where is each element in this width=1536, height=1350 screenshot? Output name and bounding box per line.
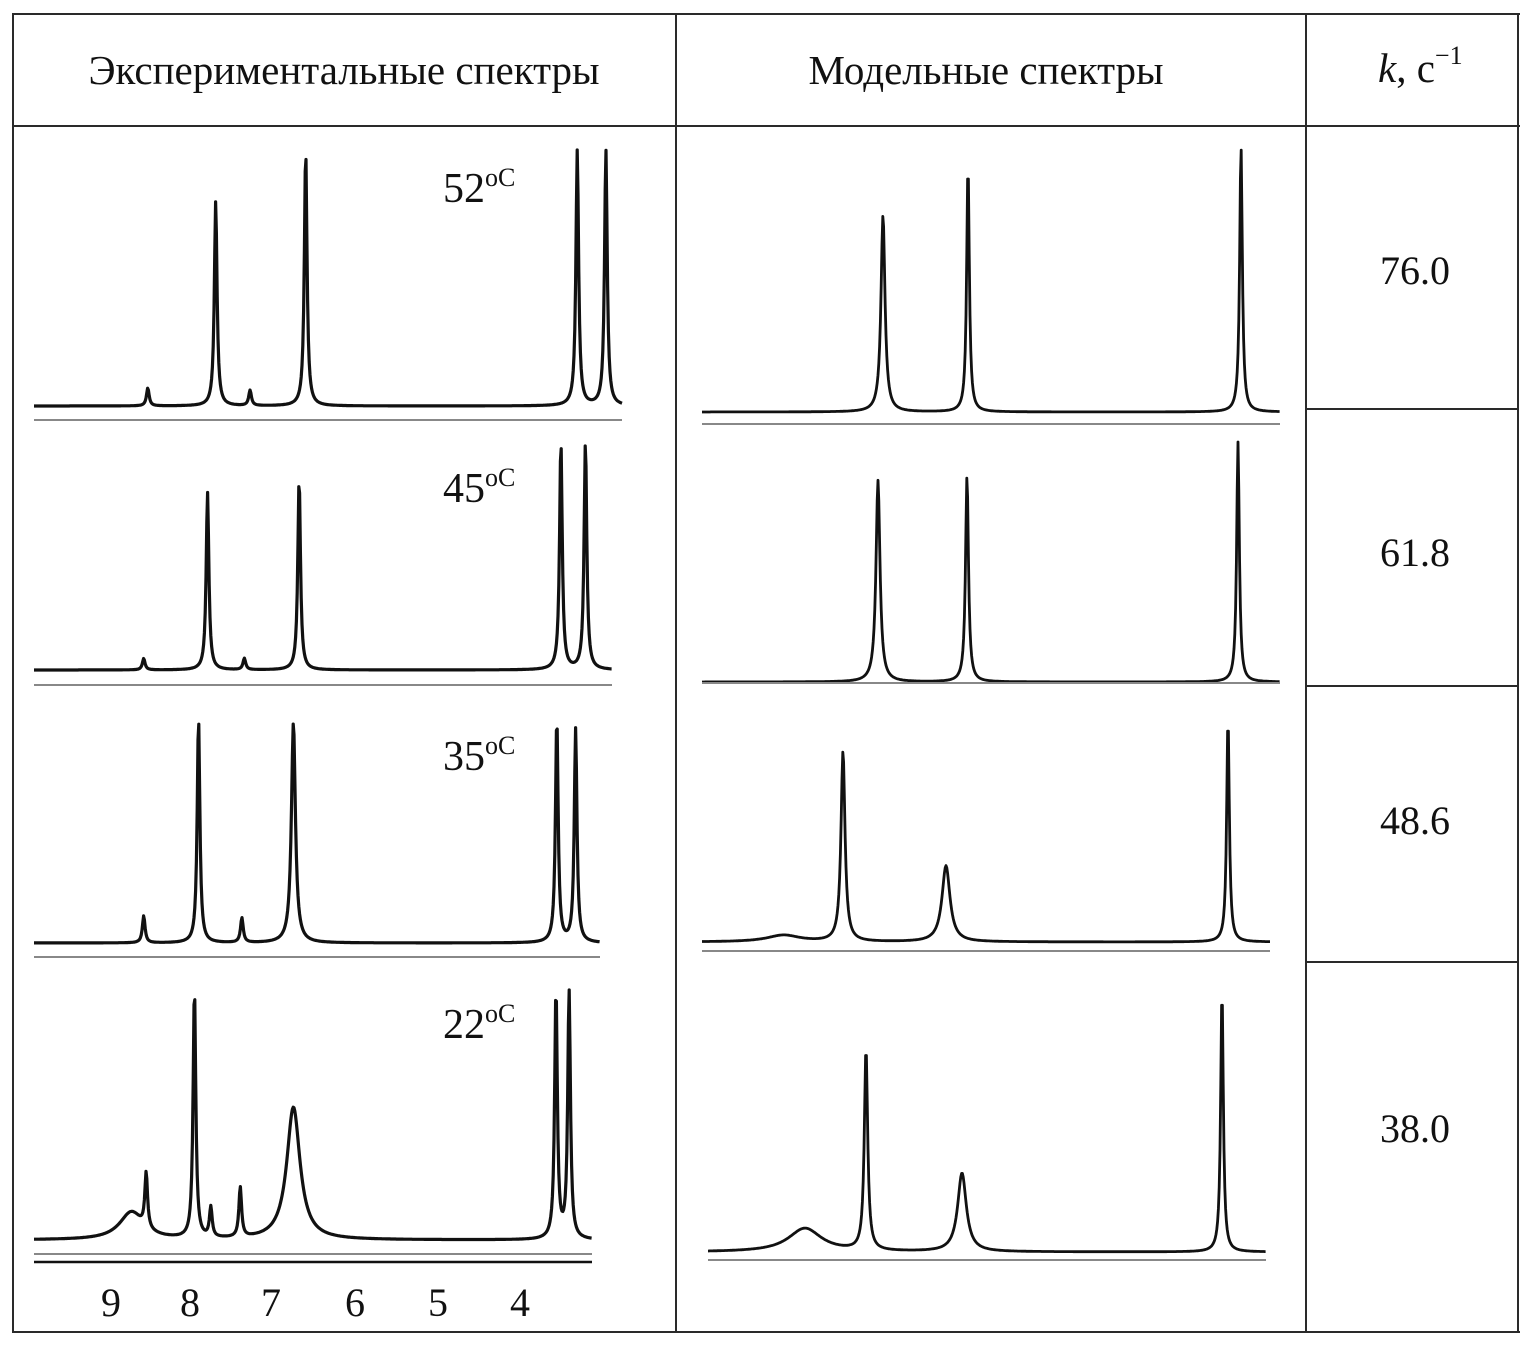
model-spectrum-trace xyxy=(701,440,1281,684)
spectra-group xyxy=(33,148,1281,1261)
axis-tick-label: 8 xyxy=(180,1280,200,1325)
temperature-label: 22oC xyxy=(443,999,515,1048)
model-spectrum-trace xyxy=(701,729,1271,944)
temperature-label: 52oC xyxy=(443,163,515,212)
experimental-spectrum-trace xyxy=(33,444,613,672)
rate-constant-value: 38.0 xyxy=(1380,1106,1450,1151)
k-unit: , с xyxy=(1396,45,1435,91)
header-k: k, с−1 xyxy=(1378,41,1463,91)
axis-tick-label: 7 xyxy=(261,1280,281,1325)
experimental-spectrum-trace xyxy=(33,722,601,945)
ppm-axis: 9 8 7 6 5 4 xyxy=(34,1260,592,1325)
axis-tick-label: 6 xyxy=(345,1280,365,1325)
table-grid xyxy=(12,13,1520,1333)
header-experimental: Экспериментальные спектры xyxy=(88,47,599,93)
axis-tick-label: 9 xyxy=(101,1280,121,1325)
model-spectrum-trace xyxy=(707,1003,1267,1254)
temperature-label: 45oC xyxy=(443,463,515,512)
axis-tick-label: 5 xyxy=(428,1280,448,1325)
rate-constant-value: 48.6 xyxy=(1380,798,1450,843)
k-symbol: k xyxy=(1378,45,1397,91)
rate-constant-value: 61.8 xyxy=(1380,530,1450,575)
k-exponent: −1 xyxy=(1435,41,1463,70)
experimental-spectrum-trace xyxy=(33,988,593,1242)
axis-tick-label: 4 xyxy=(510,1280,530,1325)
model-spectrum-trace xyxy=(701,148,1281,414)
header-model: Модельные спектры xyxy=(808,47,1163,93)
rate-constant-value: 76.0 xyxy=(1380,248,1450,293)
temperature-label: 35oC xyxy=(443,731,515,780)
experimental-spectrum-trace xyxy=(33,148,623,408)
